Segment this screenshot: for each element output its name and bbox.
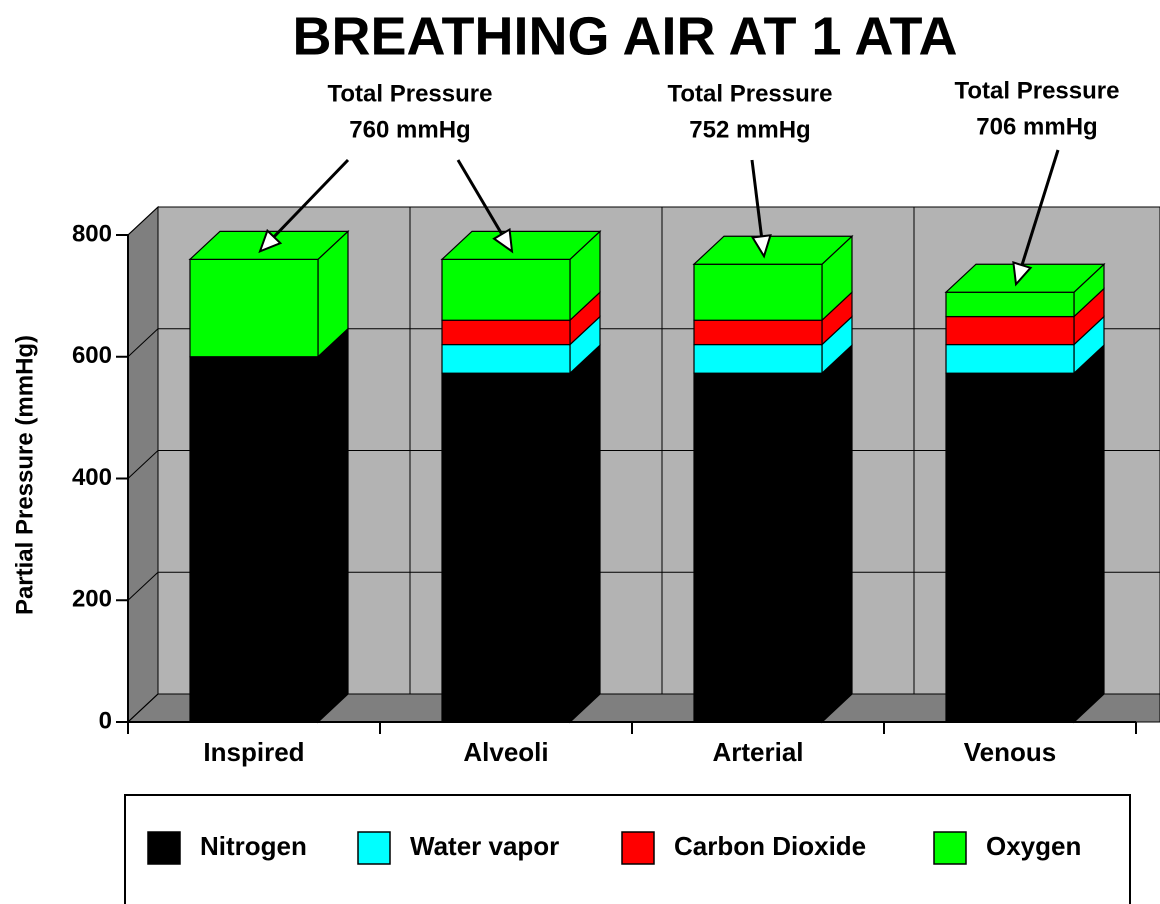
annotation: 752 mmHg xyxy=(689,116,810,143)
bar-segment xyxy=(945,291,1075,318)
legend-swatch xyxy=(933,831,967,865)
grid-line xyxy=(127,693,159,723)
bar-top xyxy=(692,235,854,265)
arrow-shaft xyxy=(750,159,764,239)
arrow xyxy=(258,158,350,254)
bar-segment xyxy=(441,319,571,346)
arrow-head xyxy=(258,228,283,254)
arrow-shaft xyxy=(1019,149,1060,268)
bar-segment xyxy=(189,356,319,723)
grid-line xyxy=(127,450,159,479)
bar-segment xyxy=(693,343,823,374)
grid-line xyxy=(127,571,159,601)
bar-segment xyxy=(441,372,571,723)
legend-label: Carbon Dioxide xyxy=(674,831,866,861)
bar-segment xyxy=(693,263,823,321)
bar-segment xyxy=(693,372,823,723)
arrow xyxy=(750,159,772,259)
arrow-shaft xyxy=(271,158,350,240)
bar-side xyxy=(821,343,853,724)
legend-swatch xyxy=(621,831,655,865)
legend-swatch xyxy=(147,831,181,865)
legend-label: Nitrogen xyxy=(200,831,307,861)
annotation: 760 mmHg xyxy=(349,116,470,143)
grid-line xyxy=(127,328,159,358)
x-tick-label: Alveoli xyxy=(463,737,548,767)
arrow-head xyxy=(492,227,514,254)
y-tick-label: 800 xyxy=(72,220,112,247)
arrow-head xyxy=(1012,261,1033,287)
arrow xyxy=(456,159,514,254)
y-tick-label: 0 xyxy=(99,707,112,734)
x-tick-label: Arterial xyxy=(712,737,803,767)
legend-label: Water vapor xyxy=(410,831,559,861)
bar-segment xyxy=(945,372,1075,723)
arrow-head xyxy=(750,234,772,259)
bar-top xyxy=(440,230,602,260)
y-tick-label: 600 xyxy=(72,342,112,369)
x-tick-label: Inspired xyxy=(203,737,304,767)
bar-side xyxy=(569,343,601,724)
annotation: Total Pressure xyxy=(955,77,1120,104)
chart-title: BREATHING AIR AT 1 ATA xyxy=(293,6,958,66)
annotation: Total Pressure xyxy=(668,80,833,107)
arrow xyxy=(1012,149,1060,287)
y-tick-label: 200 xyxy=(72,586,112,613)
y-tick-label: 400 xyxy=(72,464,112,491)
bar-side xyxy=(1073,343,1105,724)
annotation: 706 mmHg xyxy=(976,113,1097,140)
arrow-shaft xyxy=(456,159,505,237)
legend-swatch xyxy=(357,831,391,865)
bar-segment xyxy=(693,319,823,346)
bar-segment xyxy=(441,343,571,374)
bar-segment xyxy=(441,258,571,321)
bar-segment xyxy=(945,343,1075,374)
annotation: Total Pressure xyxy=(328,80,493,107)
x-tick-label: Venous xyxy=(964,737,1056,767)
bar-side xyxy=(317,327,349,724)
grid-line xyxy=(127,206,159,236)
y-axis-label: Partial Pressure (mmHg) xyxy=(11,335,38,615)
bar-top xyxy=(944,263,1106,293)
bar-segment xyxy=(189,258,319,358)
bar-segment xyxy=(945,315,1075,346)
legend-label: Oxygen xyxy=(986,831,1081,861)
